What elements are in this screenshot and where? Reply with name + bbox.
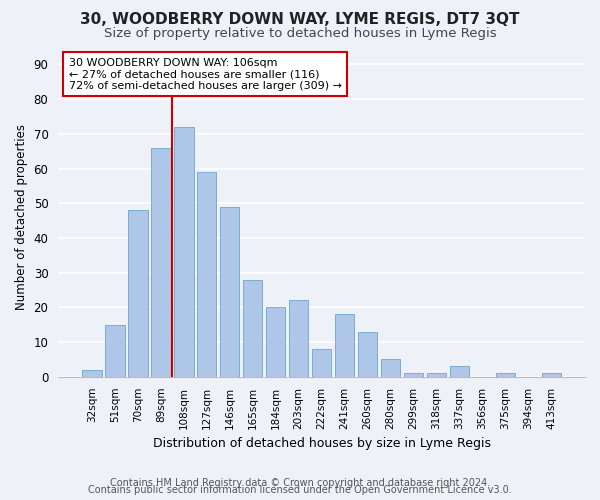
Text: Contains HM Land Registry data © Crown copyright and database right 2024.: Contains HM Land Registry data © Crown c… [110,478,490,488]
Bar [82,370,101,377]
X-axis label: Distribution of detached houses by size in Lyme Regis: Distribution of detached houses by size … [152,437,491,450]
Bar [151,148,170,377]
Text: 30, WOODBERRY DOWN WAY, LYME REGIS, DT7 3QT: 30, WOODBERRY DOWN WAY, LYME REGIS, DT7 … [80,12,520,28]
Bar [449,366,469,377]
Bar [197,172,217,377]
Bar [496,374,515,377]
Bar [105,325,125,377]
Y-axis label: Number of detached properties: Number of detached properties [15,124,28,310]
Bar [427,374,446,377]
Bar [289,300,308,377]
Bar [220,206,239,377]
Bar [312,349,331,377]
Bar [358,332,377,377]
Text: 30 WOODBERRY DOWN WAY: 106sqm
← 27% of detached houses are smaller (116)
72% of : 30 WOODBERRY DOWN WAY: 106sqm ← 27% of d… [68,58,341,90]
Bar [128,210,148,377]
Text: Contains public sector information licensed under the Open Government Licence v3: Contains public sector information licen… [88,485,512,495]
Bar [335,314,355,377]
Bar [404,374,423,377]
Bar [381,360,400,377]
Bar [266,308,286,377]
Bar [174,127,194,377]
Bar [542,374,561,377]
Bar [243,280,262,377]
Text: Size of property relative to detached houses in Lyme Regis: Size of property relative to detached ho… [104,28,496,40]
